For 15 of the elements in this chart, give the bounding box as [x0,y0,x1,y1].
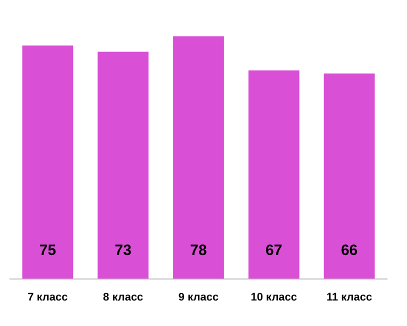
data-label: 75 [39,242,56,259]
data-label: 73 [114,242,132,259]
bar [98,52,149,279]
x-tick-label: 10 класс [250,291,298,304]
bar [22,46,74,279]
data-label: 78 [190,242,207,259]
x-tick-label: 9 класс [178,291,219,304]
bar [248,70,300,279]
x-tick-label: 11 класс [326,291,372,304]
data-label: 67 [266,242,282,259]
x-tick-label: 7 класс [28,291,68,304]
bar [173,36,224,279]
bar [324,74,375,279]
x-tick-label: 8 класс [103,291,144,304]
data-label: 66 [340,242,358,259]
